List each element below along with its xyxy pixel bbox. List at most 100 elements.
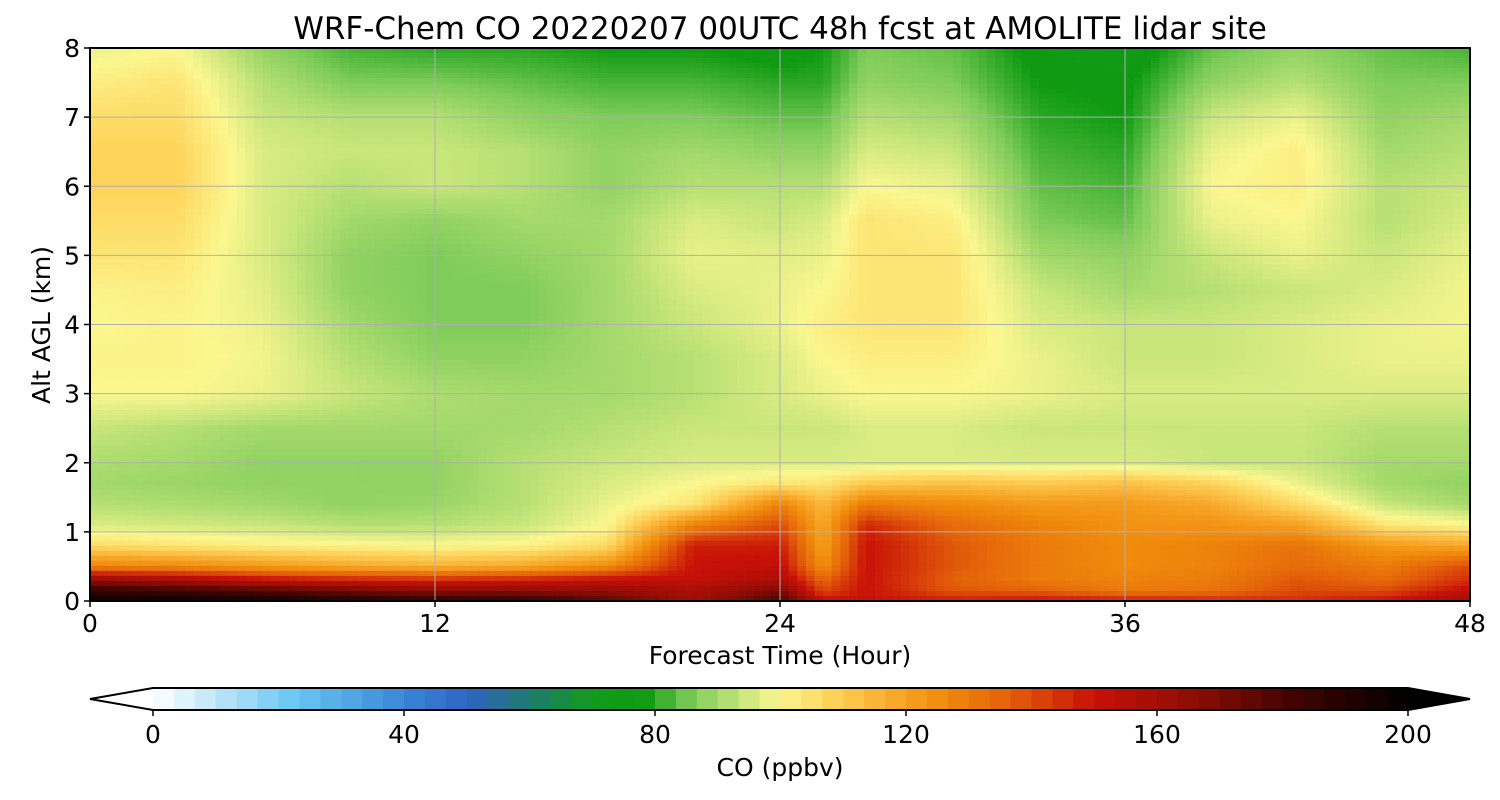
co-field-cell [754, 123, 764, 130]
co-field-cell [943, 68, 954, 74]
co-field-cell [305, 88, 315, 94]
co-field-cell [598, 103, 609, 109]
co-field-cell [1297, 48, 1307, 54]
co-field-cell [357, 48, 367, 54]
co-field-cell [849, 108, 859, 114]
co-field-cell [1271, 153, 1281, 160]
co-field-cell [1237, 173, 1247, 180]
co-field-cell [892, 83, 902, 89]
co-field-cell [1280, 188, 1290, 195]
co-field-cell [305, 58, 315, 64]
co-field-cell [435, 118, 445, 125]
co-field-cell [1021, 118, 1031, 125]
co-field-cell [236, 88, 246, 94]
co-field-cell [279, 138, 289, 145]
co-field-cell [728, 88, 738, 94]
co-field-cell [1142, 148, 1152, 155]
co-field-cell [995, 148, 1005, 155]
co-field-cell [1194, 188, 1204, 195]
co-field-cell [788, 163, 798, 170]
co-field-cell [1194, 143, 1204, 150]
co-field-cell [1211, 78, 1221, 84]
co-field-cell [659, 73, 669, 79]
co-field-cell [590, 93, 600, 99]
co-field-cell [1237, 198, 1247, 205]
co-field-cell [1038, 98, 1048, 104]
co-field-cell [978, 123, 988, 130]
co-field-cell [1306, 133, 1316, 140]
co-field-cell [607, 118, 617, 125]
co-field-cell [564, 73, 574, 79]
co-field-cell [176, 98, 186, 104]
co-field-cell [685, 113, 695, 119]
co-field-cell [262, 73, 272, 79]
co-field-cell [1142, 98, 1152, 104]
co-field-cell [245, 198, 255, 205]
co-field-cell [719, 143, 729, 150]
co-field-cell [305, 53, 315, 59]
co-field-cell [857, 128, 867, 135]
co-field-cell [331, 93, 341, 99]
co-field-cell [978, 68, 988, 74]
co-field-cell [452, 83, 462, 89]
co-field-cell [874, 108, 885, 114]
co-field-cell [1142, 63, 1152, 69]
co-field-cell [1332, 148, 1342, 155]
co-field-cell [167, 78, 177, 84]
co-field-cell [1202, 108, 1212, 114]
co-field-cell [366, 143, 376, 150]
co-field-cell [866, 173, 876, 180]
co-field-cell [935, 98, 945, 104]
co-field-cell [935, 168, 945, 175]
co-field-cell [366, 48, 376, 54]
co-field-cell [866, 138, 876, 145]
co-field-cell [1185, 178, 1195, 185]
co-field-cell [1211, 113, 1221, 119]
co-field-cell [1392, 63, 1402, 69]
co-field-cell [926, 103, 936, 109]
co-field-cell [840, 138, 850, 145]
co-field-cell [538, 83, 548, 89]
co-field-cell [1375, 193, 1385, 200]
co-field-cell [184, 143, 195, 150]
co-field-cell [340, 188, 350, 195]
co-field-cell [452, 113, 462, 119]
co-field-cell [202, 138, 212, 145]
co-field-cell [1228, 78, 1238, 84]
co-field-cell [538, 188, 548, 195]
co-field-cell [340, 98, 350, 104]
co-field-cell [1021, 93, 1031, 99]
co-field-cell [1452, 193, 1462, 200]
co-field-cell [1185, 163, 1195, 170]
co-field-cell [357, 108, 367, 114]
co-field-cell [788, 73, 798, 79]
co-field-cell [892, 53, 902, 59]
co-field-cell [435, 88, 445, 94]
co-field-cell [400, 188, 410, 195]
co-field-cell [374, 73, 384, 79]
co-field-cell [1185, 168, 1195, 175]
co-field-cell [849, 173, 859, 180]
co-field-cell [805, 83, 816, 89]
co-field-cell [995, 63, 1005, 69]
co-field-cell [702, 68, 712, 74]
co-field-cell [823, 48, 833, 54]
co-field-cell [141, 53, 151, 59]
co-field-cell [1237, 168, 1247, 175]
co-field-cell [1357, 188, 1368, 195]
co-field-cell [857, 108, 867, 114]
co-field-cell [1254, 113, 1264, 119]
co-field-cell [1263, 128, 1273, 135]
co-field-cell [1288, 153, 1299, 160]
co-field-cell [357, 98, 367, 104]
co-field-cell [978, 103, 988, 109]
co-field-cell [1254, 148, 1264, 155]
co-field-cell [797, 153, 807, 160]
co-field-cell [771, 198, 781, 205]
co-field-cell [987, 138, 997, 145]
co-field-cell [1073, 113, 1083, 119]
co-field-cell [1435, 98, 1445, 104]
co-field-cell [728, 98, 738, 104]
co-field-cell [1133, 148, 1143, 155]
co-field-cell [1004, 178, 1014, 185]
